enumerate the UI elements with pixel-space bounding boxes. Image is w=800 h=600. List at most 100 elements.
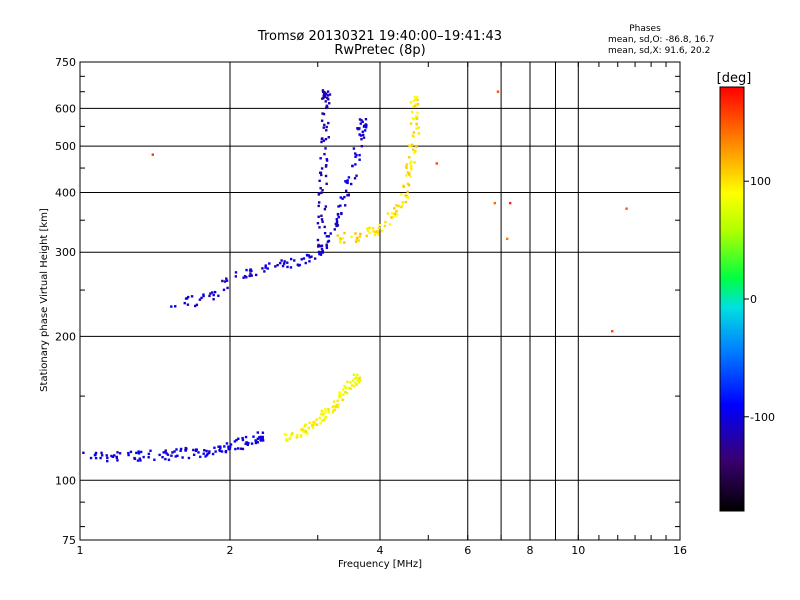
data-point [115, 456, 119, 460]
data-point [414, 98, 417, 102]
data-point [408, 156, 411, 159]
data-point [342, 393, 345, 396]
data-point [127, 453, 130, 457]
data-point [268, 262, 271, 265]
data-point [359, 122, 362, 125]
data-point [254, 441, 258, 445]
data-point [361, 133, 365, 137]
data-point [241, 436, 244, 440]
data-point [313, 257, 317, 260]
data-point [394, 215, 397, 218]
data-point [153, 458, 156, 461]
data-point [234, 447, 237, 451]
data-point [393, 207, 396, 210]
data-point [358, 376, 362, 379]
data-point [412, 135, 415, 138]
data-point [205, 454, 209, 457]
data-point [195, 303, 199, 307]
data-point [222, 288, 226, 292]
data-point [350, 235, 353, 238]
data-point [364, 126, 368, 129]
data-point [192, 448, 195, 452]
data-point [395, 213, 399, 216]
data-point [165, 452, 168, 455]
data-point [407, 173, 411, 176]
data-point [323, 152, 326, 156]
data-point [347, 194, 350, 197]
data-point [383, 224, 387, 228]
data-point [228, 447, 232, 450]
data-point [317, 215, 320, 218]
data-point [285, 437, 288, 441]
data-point [354, 232, 357, 235]
data-point [264, 264, 267, 267]
x-tick-label: 4 [377, 544, 384, 557]
data-point [325, 125, 328, 129]
chart-subtitle: RwPretec (8p) [334, 43, 425, 58]
data-point [252, 435, 255, 438]
data-point [186, 303, 190, 306]
data-point [323, 91, 327, 94]
data-point [327, 408, 330, 411]
data-point [116, 451, 119, 454]
data-point [353, 377, 356, 381]
data-point [320, 218, 324, 221]
data-point [394, 213, 398, 216]
data-point [127, 451, 130, 455]
data-point [137, 452, 141, 455]
colorbar [719, 86, 745, 512]
data-point [352, 147, 356, 150]
data-point [261, 439, 265, 442]
data-point [413, 95, 416, 99]
data-point [283, 432, 287, 436]
data-point [170, 305, 173, 308]
data-point [334, 405, 338, 408]
data-point [113, 454, 116, 457]
data-point [350, 384, 354, 387]
data-point [320, 167, 324, 170]
data-point [378, 223, 381, 227]
data-point [409, 165, 413, 168]
data-point [311, 426, 315, 429]
data-point [198, 298, 202, 301]
data-point [205, 449, 208, 453]
data-point [332, 409, 335, 412]
data-point [405, 163, 409, 166]
data-point [256, 437, 260, 440]
data-point [194, 449, 198, 453]
data-point [354, 376, 358, 379]
data-point [213, 290, 217, 294]
data-point [409, 175, 412, 178]
data-point [400, 193, 403, 196]
data-point [225, 279, 229, 282]
data-point [320, 419, 324, 422]
data-point [327, 235, 330, 238]
data-point [242, 276, 245, 279]
data-point [319, 422, 322, 425]
colorbar-ticks: 100 0 -100 [744, 175, 775, 424]
data-point [149, 449, 152, 452]
data-point [321, 97, 324, 100]
data-point [341, 197, 344, 200]
data-point [321, 220, 324, 223]
data-point [250, 442, 254, 445]
data-point [303, 425, 306, 428]
y-tick-label: 400 [55, 186, 76, 199]
data-point [261, 435, 264, 439]
data-point [318, 192, 321, 195]
data-point [344, 386, 348, 390]
data-point [321, 250, 325, 253]
data-point [322, 126, 325, 129]
stats-line-o: mean, sd,O: -86.8, 16.7 [608, 35, 714, 45]
data-point [167, 458, 171, 462]
data-point [360, 119, 363, 122]
data-point [337, 403, 340, 406]
data-point [326, 90, 330, 93]
data-point [318, 179, 321, 183]
data-point [164, 449, 167, 452]
data-point [339, 237, 342, 241]
data-point [179, 449, 182, 453]
data-point [359, 134, 363, 137]
data-point [401, 201, 405, 204]
data-point [417, 132, 421, 135]
